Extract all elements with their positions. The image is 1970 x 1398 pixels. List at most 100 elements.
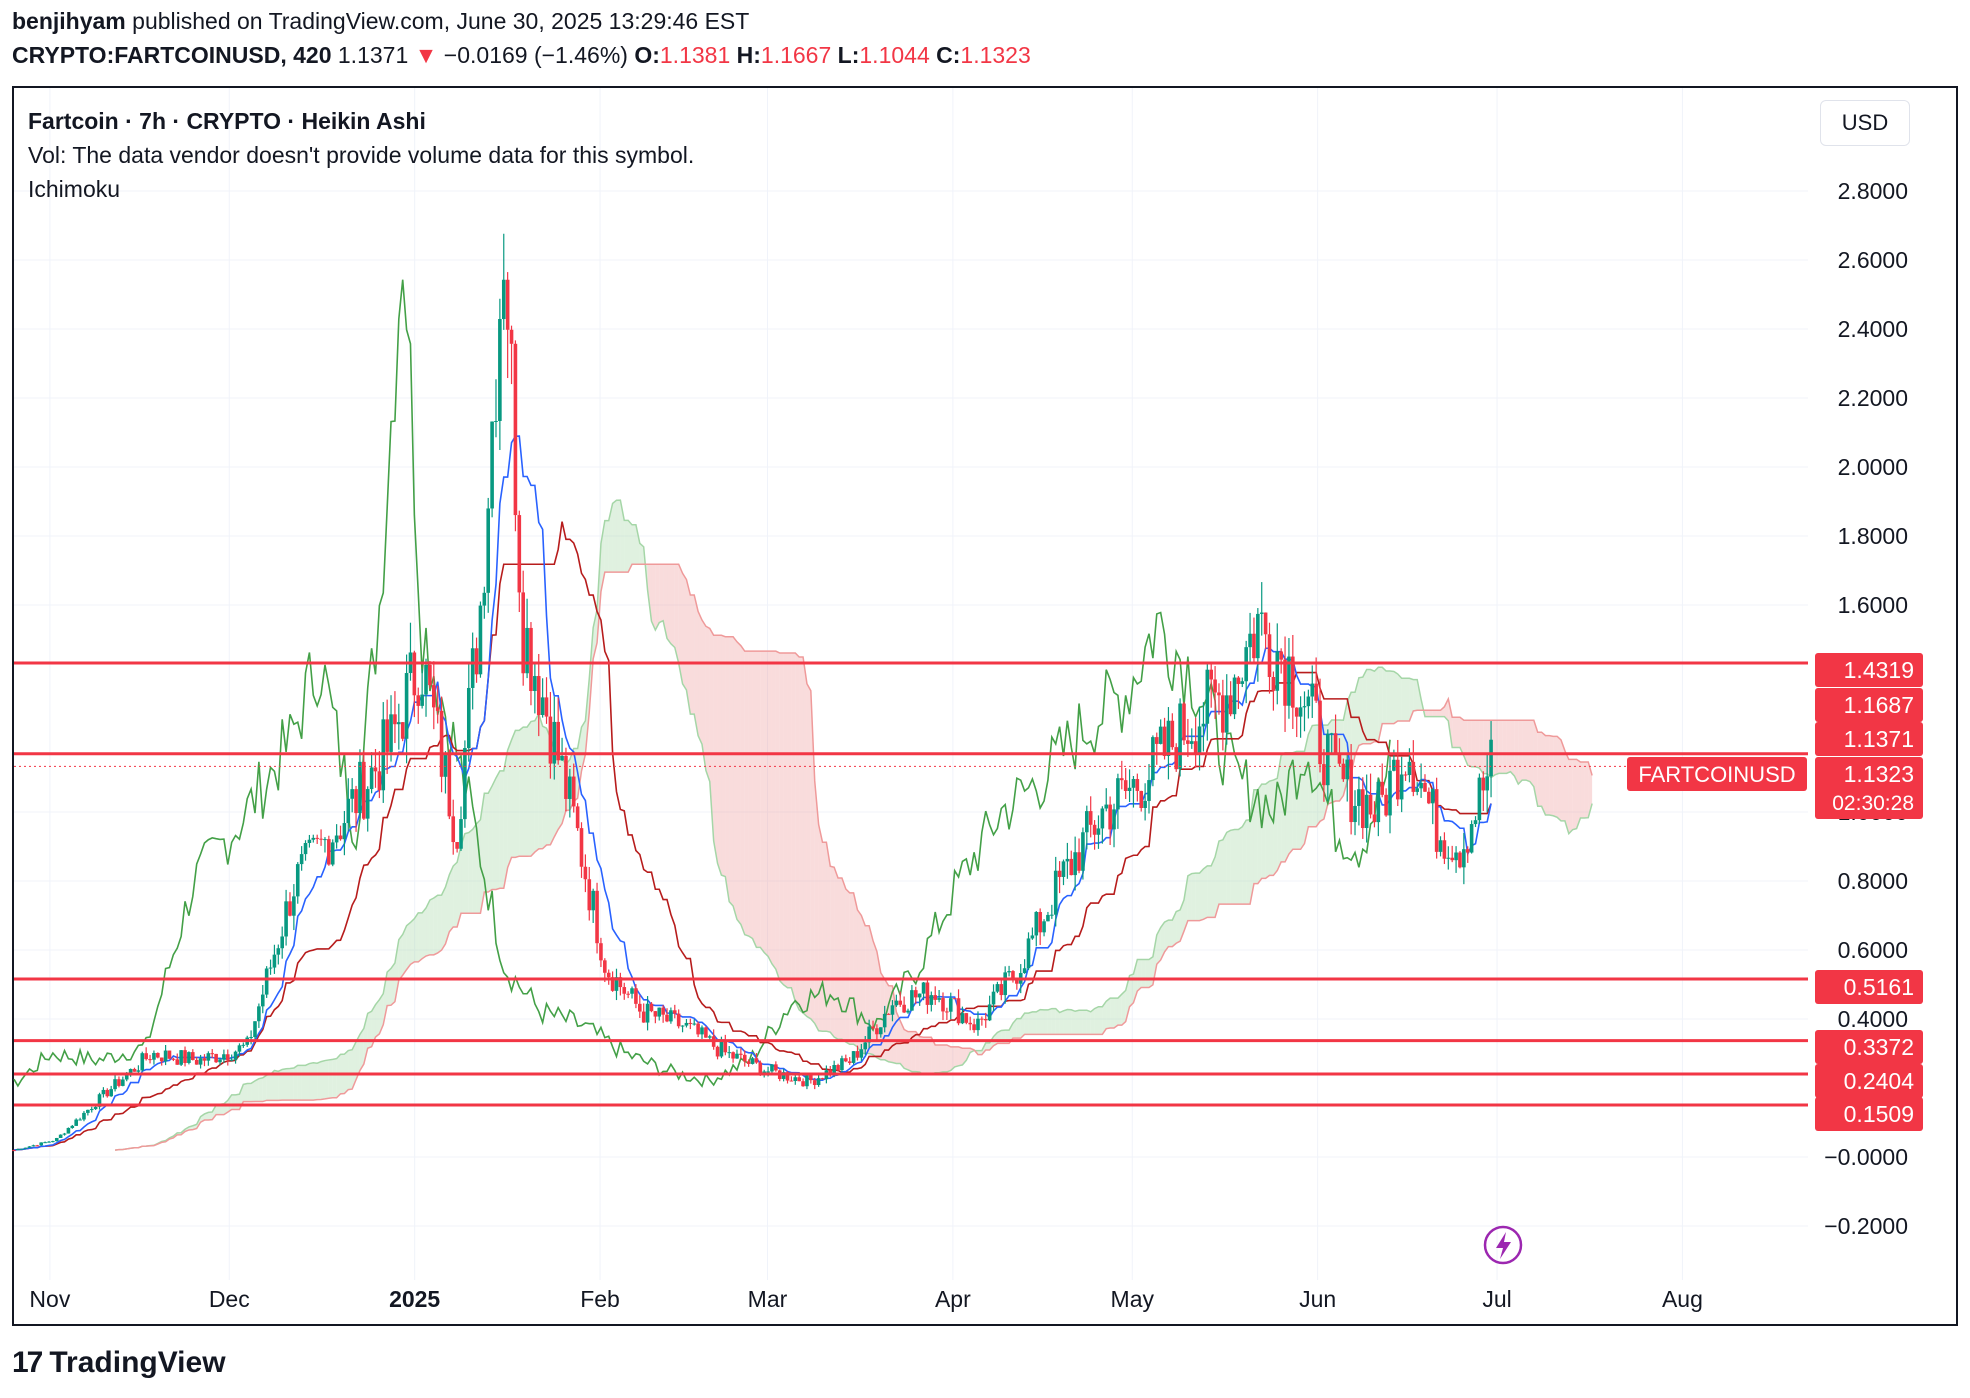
x-tick-label: Apr: [935, 1286, 971, 1312]
candle-body: [595, 890, 599, 944]
candle-body: [58, 1134, 63, 1138]
candle-body: [62, 1133, 67, 1135]
candle-body: [1446, 857, 1451, 859]
candle-body: [1197, 726, 1202, 754]
candle-body: [704, 1027, 708, 1038]
candle-body: [12, 1150, 16, 1152]
ichimoku-cloud-segment: [1191, 873, 1196, 921]
ichimoku-cloud-segment: [1568, 759, 1573, 834]
candle-body: [420, 694, 424, 706]
candle-body: [991, 991, 996, 1005]
candle-body: [385, 719, 389, 752]
author-name[interactable]: benjihyam: [12, 8, 126, 34]
ichimoku-cloud-segment: [1246, 819, 1251, 905]
ichimoku-cloud-segment: [499, 770, 504, 889]
ichimoku-cloud-segment: [760, 651, 765, 953]
candle-body: [840, 1058, 844, 1071]
ichimoku-cloud-segment: [507, 739, 512, 868]
candle-body: [925, 982, 930, 1005]
candle-body: [466, 687, 471, 749]
candle-body: [78, 1119, 82, 1121]
price-change: −0.0169 (−1.46%): [443, 42, 628, 68]
ichimoku-cloud-segment: [900, 1020, 905, 1069]
ichimoku-cloud-segment: [1168, 920, 1173, 947]
tradingview-logo[interactable]: 17 TradingView: [12, 1346, 226, 1380]
ichimoku-cloud-segment: [1032, 1011, 1037, 1035]
candle-body: [1057, 870, 1062, 877]
candle-body: [280, 936, 285, 949]
down-arrow-icon: ▼: [414, 42, 438, 68]
ichimoku-cloud-segment: [1378, 667, 1383, 742]
candle-body: [1221, 695, 1225, 733]
ichimoku-cloud-segment: [1397, 674, 1402, 721]
chart-panel[interactable]: [12, 86, 1958, 1326]
legend-title[interactable]: Fartcoin · 7h · CRYPTO · Heikin Ashi: [28, 108, 426, 134]
candle-body: [661, 1007, 665, 1015]
candle-body: [692, 1023, 697, 1025]
candle-body: [1042, 921, 1046, 933]
candle-body: [148, 1059, 152, 1061]
ichimoku-cloud-segment: [659, 564, 664, 623]
ichimoku-cloud-segment: [818, 824, 823, 1032]
ichimoku-cloud-segment: [647, 564, 652, 622]
ichimoku-cloud-segment: [1471, 720, 1476, 767]
y-tick-label: 0.6000: [1838, 937, 1908, 963]
ichimoku-cloud-segment: [453, 862, 458, 927]
candle-body: [377, 771, 382, 791]
ichimoku-cloud-segment: [530, 720, 535, 857]
level-price-tag: [1815, 688, 1923, 722]
ichimoku-cloud-segment: [542, 726, 547, 849]
ichimoku-cloud-segment: [1265, 781, 1270, 879]
lightning-icon[interactable]: [1483, 1225, 1523, 1265]
candle-body: [898, 1000, 903, 1005]
ichimoku-cloud-segment: [519, 727, 524, 857]
candle-body: [257, 1006, 261, 1022]
ichimoku-cloud-segment: [289, 1067, 294, 1101]
candle-body: [218, 1059, 222, 1063]
publish-info: benjihyam published on TradingView.com, …: [12, 8, 749, 35]
ichimoku-cloud-segment: [748, 651, 753, 939]
ichimoku-cloud-segment: [806, 683, 811, 1019]
ichimoku-cloud-segment: [1176, 909, 1181, 944]
candle-body: [222, 1054, 226, 1060]
legend-indicator[interactable]: Ichimoku: [28, 176, 121, 202]
symbol-label: CRYPTO:FARTCOINUSD, 420: [12, 42, 332, 68]
candle-body: [1248, 633, 1252, 648]
candle-body: [960, 1013, 965, 1024]
ichimoku-cloud-segment: [1553, 736, 1558, 818]
candle-body: [1403, 774, 1408, 776]
ichimoku-cloud-segment: [838, 877, 842, 1040]
candle-body: [307, 839, 312, 844]
ichimoku-cloud-segment: [429, 897, 434, 955]
currency-button[interactable]: USD: [1820, 100, 1910, 146]
ichimoku-cloud-segment: [464, 832, 469, 914]
ichimoku-cloud-segment: [923, 1037, 928, 1075]
ichimoku-cloud-segment: [317, 1061, 322, 1100]
ichimoku-cloud-segment: [208, 1111, 213, 1121]
level-price-tag: [1815, 1064, 1923, 1098]
candle-body: [1022, 968, 1027, 974]
candle-body: [1423, 782, 1427, 792]
candle-body: [517, 515, 522, 593]
candle-body: [552, 721, 557, 764]
candle-body: [490, 421, 494, 509]
candle-body: [194, 1059, 199, 1065]
ichimoku-cloud-segment: [1012, 1018, 1017, 1039]
ichimoku-cloud-segment: [1580, 761, 1585, 819]
ichimoku-cloud-segment: [278, 1069, 283, 1101]
ichimoku-cloud-segment: [1366, 669, 1371, 744]
candle-body: [1287, 656, 1291, 706]
candle-body: [1189, 741, 1194, 744]
ichimoku-cloud-segment: [313, 1062, 318, 1101]
candle-body: [731, 1052, 735, 1059]
candle-body: [1434, 789, 1439, 852]
candle-body: [789, 1080, 794, 1082]
ichimoku-cloud-segment: [1502, 720, 1507, 774]
ichimoku-cloud-segment: [356, 1034, 360, 1080]
ichimoku-cloud-segment: [328, 1059, 333, 1099]
ichimoku-cloud-segment: [523, 727, 528, 857]
candle-body: [1077, 852, 1081, 871]
ichimoku-cloud-segment: [1195, 873, 1200, 921]
candle-body: [583, 866, 588, 880]
